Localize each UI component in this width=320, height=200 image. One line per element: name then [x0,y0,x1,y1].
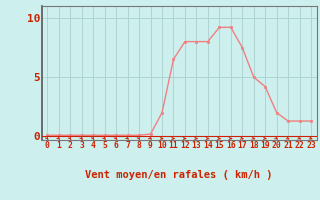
X-axis label: Vent moyen/en rafales ( km/h ): Vent moyen/en rafales ( km/h ) [85,170,273,180]
